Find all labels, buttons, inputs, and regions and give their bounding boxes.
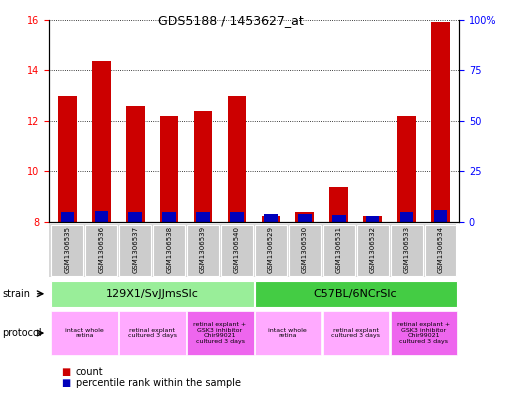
FancyBboxPatch shape <box>289 225 321 276</box>
Text: GSM1306538: GSM1306538 <box>166 226 172 273</box>
Bar <box>329 187 348 222</box>
Text: ■: ■ <box>62 378 71 388</box>
Text: percentile rank within the sample: percentile rank within the sample <box>76 378 241 388</box>
Bar <box>262 216 280 222</box>
Text: GSM1306537: GSM1306537 <box>132 226 138 273</box>
Bar <box>431 22 450 222</box>
FancyBboxPatch shape <box>425 225 457 276</box>
FancyBboxPatch shape <box>323 225 354 276</box>
Bar <box>228 95 246 222</box>
Bar <box>58 95 77 222</box>
FancyBboxPatch shape <box>390 311 457 355</box>
FancyBboxPatch shape <box>187 311 253 355</box>
FancyBboxPatch shape <box>187 225 219 276</box>
Bar <box>92 61 111 222</box>
Bar <box>264 214 278 222</box>
Text: GSM1306530: GSM1306530 <box>302 226 308 273</box>
Text: GSM1306536: GSM1306536 <box>98 226 104 273</box>
Text: GSM1306540: GSM1306540 <box>234 226 240 273</box>
Bar <box>196 212 210 222</box>
Bar <box>397 116 416 222</box>
Text: GSM1306531: GSM1306531 <box>336 226 342 273</box>
Bar <box>128 212 142 222</box>
FancyBboxPatch shape <box>255 281 457 307</box>
Bar <box>94 211 108 222</box>
Text: retinal explant +
GSK3 inhibitor
Chir99021
cultured 3 days: retinal explant + GSK3 inhibitor Chir990… <box>193 322 247 344</box>
Text: intact whole
retina: intact whole retina <box>268 328 307 338</box>
Text: GSM1306534: GSM1306534 <box>438 226 443 273</box>
Bar <box>194 111 212 222</box>
Bar <box>295 212 314 222</box>
FancyBboxPatch shape <box>255 311 322 355</box>
Text: GSM1306535: GSM1306535 <box>65 226 70 273</box>
Text: count: count <box>76 367 104 377</box>
FancyBboxPatch shape <box>357 225 388 276</box>
FancyBboxPatch shape <box>120 225 151 276</box>
FancyBboxPatch shape <box>390 225 423 276</box>
Bar <box>160 116 179 222</box>
FancyBboxPatch shape <box>221 225 253 276</box>
Text: 129X1/SvJJmsSlc: 129X1/SvJJmsSlc <box>106 289 199 299</box>
Bar <box>126 106 145 222</box>
Text: protocol: protocol <box>3 328 42 338</box>
Text: retinal explant +
GSK3 inhibitor
Chir99021
cultured 3 days: retinal explant + GSK3 inhibitor Chir990… <box>397 322 450 344</box>
FancyBboxPatch shape <box>51 311 118 355</box>
FancyBboxPatch shape <box>120 311 186 355</box>
Bar <box>230 212 244 222</box>
Bar <box>162 212 176 222</box>
FancyBboxPatch shape <box>255 225 287 276</box>
Bar <box>400 212 413 222</box>
Text: retinal explant
cultured 3 days: retinal explant cultured 3 days <box>331 328 380 338</box>
Bar <box>366 216 380 222</box>
Text: intact whole
retina: intact whole retina <box>65 328 104 338</box>
Text: C57BL/6NCrSlc: C57BL/6NCrSlc <box>314 289 398 299</box>
Text: GSM1306533: GSM1306533 <box>404 226 409 273</box>
FancyBboxPatch shape <box>153 225 185 276</box>
Bar <box>298 214 311 222</box>
Bar <box>332 215 346 222</box>
Text: GDS5188 / 1453627_at: GDS5188 / 1453627_at <box>158 14 304 27</box>
Text: GSM1306539: GSM1306539 <box>200 226 206 273</box>
Text: GSM1306532: GSM1306532 <box>370 226 376 273</box>
FancyBboxPatch shape <box>85 225 117 276</box>
Bar <box>363 216 382 222</box>
Text: retinal explant
cultured 3 days: retinal explant cultured 3 days <box>128 328 176 338</box>
FancyBboxPatch shape <box>51 281 253 307</box>
FancyBboxPatch shape <box>51 225 83 276</box>
FancyBboxPatch shape <box>323 311 389 355</box>
Text: GSM1306529: GSM1306529 <box>268 226 274 273</box>
Text: strain: strain <box>3 289 31 299</box>
Text: ■: ■ <box>62 367 71 377</box>
Bar <box>61 212 74 222</box>
Bar <box>433 210 447 222</box>
